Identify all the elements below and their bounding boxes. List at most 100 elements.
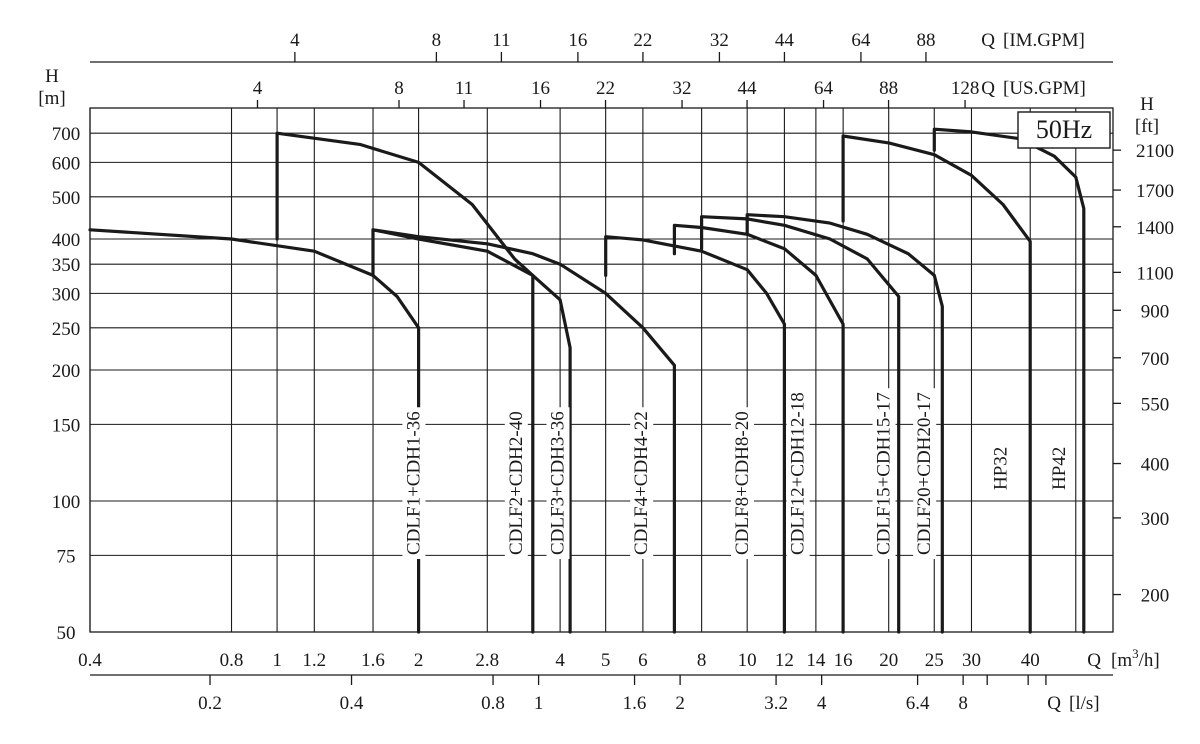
ft-axis-unit: [ft] bbox=[1135, 116, 1159, 137]
lps-tick-label: 1.6 bbox=[623, 693, 647, 714]
badge-box bbox=[1017, 111, 1111, 149]
imgpm-tick-label: 22 bbox=[633, 30, 652, 51]
usgpm-tick-label: 128 bbox=[951, 78, 980, 99]
x-axis-unit: [m3/h] bbox=[1111, 646, 1160, 671]
y-axis-label: H bbox=[45, 66, 59, 87]
usgpm-tick-label: 32 bbox=[673, 78, 692, 99]
x-tick-label: 1.2 bbox=[302, 650, 326, 671]
lps-tick-label: 2 bbox=[675, 693, 685, 714]
series-label: CDLF12+CDH12-18 bbox=[788, 392, 809, 555]
series-label: CDLF3+CDH3-36 bbox=[548, 411, 569, 555]
x-tick-label: 1.6 bbox=[361, 650, 385, 671]
imgpm-tick-label: 11 bbox=[492, 30, 510, 51]
usgpm-tick-label: 44 bbox=[738, 78, 758, 99]
x-tick-label: 16 bbox=[834, 650, 853, 671]
ft-tick-label: 900 bbox=[1141, 301, 1170, 322]
imgpm-tick-label: 16 bbox=[568, 30, 587, 51]
series-label: CDLF20+CDH20-17 bbox=[914, 392, 935, 555]
series-label-bg bbox=[872, 388, 896, 559]
usgpm-tick-label: 4 bbox=[253, 78, 263, 99]
y-tick-label: 150 bbox=[52, 415, 81, 436]
imgpm-tick-label: 4 bbox=[290, 30, 300, 51]
badge-layer: 50Hz bbox=[1017, 111, 1111, 149]
usgpm-axis-label: Q bbox=[981, 78, 995, 99]
x-axis-label: Q bbox=[1087, 650, 1101, 671]
series-label: HP42 bbox=[1049, 447, 1070, 490]
y-tick-label: 400 bbox=[52, 230, 81, 251]
series-label-bg bbox=[1047, 442, 1071, 494]
lps-tick-label: 4 bbox=[817, 693, 827, 714]
ft-tick-label: 1400 bbox=[1136, 218, 1174, 239]
x-tick-label: 14 bbox=[806, 650, 826, 671]
x-tick-label: 20 bbox=[879, 650, 898, 671]
x-tick-label: 30 bbox=[962, 650, 981, 671]
lps-axis-unit: [l/s] bbox=[1069, 693, 1100, 714]
series-label-bg bbox=[504, 407, 528, 559]
x-tick-label: 0.8 bbox=[220, 650, 244, 671]
imgpm-tick-label: 88 bbox=[916, 30, 935, 51]
series-label-bg bbox=[731, 407, 754, 559]
ft-tick-label: 200 bbox=[1141, 586, 1170, 607]
ft-tick-label: 1700 bbox=[1136, 181, 1174, 202]
usgpm-tick-label: 8 bbox=[394, 78, 404, 99]
lps-axis-label: Q bbox=[1047, 693, 1061, 714]
usgpm-tick-label: 88 bbox=[879, 78, 898, 99]
y-tick-label: 700 bbox=[52, 124, 81, 145]
lps-tick-label: 1 bbox=[534, 693, 544, 714]
y-axis-unit: [m] bbox=[38, 88, 65, 109]
badge-text: 50Hz bbox=[1036, 115, 1092, 144]
ft-tick-label: 2100 bbox=[1136, 141, 1174, 162]
usgpm-axis-unit: [US.GPM] bbox=[1003, 78, 1086, 99]
ft-tick-label: 700 bbox=[1141, 349, 1170, 370]
series-label-bg bbox=[989, 442, 1013, 494]
x-tick-label: 2 bbox=[414, 650, 424, 671]
imgpm-axis-label: Q bbox=[981, 30, 995, 51]
performance-curve bbox=[700, 215, 901, 634]
x-tick-label: 6 bbox=[638, 650, 648, 671]
usgpm-tick-label: 11 bbox=[455, 78, 473, 99]
x-tick-label: 4 bbox=[555, 650, 565, 671]
ft-tick-label: 550 bbox=[1141, 394, 1170, 415]
usgpm-tick-label: 64 bbox=[814, 78, 834, 99]
labels-layer: CDLF1+CDH1-36 CDLF2+CDH2-40 CDLF3+CDH3-36 C… bbox=[402, 388, 1071, 559]
series-label: CDLF1+CDH1-36 bbox=[403, 411, 424, 555]
curves-layer bbox=[88, 127, 1086, 634]
y-tick-label: 250 bbox=[52, 319, 81, 340]
y-tick-label: 100 bbox=[52, 492, 81, 513]
performance-curve bbox=[88, 228, 421, 634]
y-tick-label: 300 bbox=[52, 284, 81, 305]
performance-curve bbox=[371, 228, 676, 634]
lps-tick-label: 6.4 bbox=[906, 693, 930, 714]
imgpm-axis-unit: [IM.GPM] bbox=[1003, 30, 1085, 51]
performance-curve bbox=[932, 127, 1086, 634]
usgpm-tick-label: 16 bbox=[531, 78, 550, 99]
y-tick-label: 500 bbox=[52, 188, 81, 209]
lps-tick-label: 8 bbox=[958, 693, 968, 714]
y-tick-label: 350 bbox=[52, 255, 81, 276]
performance-curve bbox=[745, 213, 944, 634]
lps-tick-label: 0.2 bbox=[198, 693, 222, 714]
performance-curve bbox=[672, 223, 845, 634]
x-tick-label: 0.4 bbox=[78, 650, 102, 671]
ft-tick-label: 1100 bbox=[1136, 263, 1173, 284]
x-tick-label: 25 bbox=[925, 650, 944, 671]
axes-layer: 0.4 0.8 1 1.2 1.6 2 2.8 4 5 6 8 10 12 14 16 20 25 30 40507… bbox=[38, 30, 1174, 714]
series-label-bg bbox=[630, 407, 654, 559]
x-tick-label: 10 bbox=[738, 650, 757, 671]
series-label: CDLF4+CDH4-22 bbox=[631, 411, 652, 555]
imgpm-tick-label: 64 bbox=[851, 30, 871, 51]
series-label-bg bbox=[546, 407, 570, 559]
series-label-bg bbox=[402, 407, 426, 559]
y-tick-label: 600 bbox=[52, 153, 81, 174]
ft-tick-label: 400 bbox=[1141, 455, 1170, 476]
imgpm-tick-label: 44 bbox=[775, 30, 795, 51]
ft-axis-label: H bbox=[1140, 94, 1154, 115]
lps-tick-label: 0.8 bbox=[481, 693, 505, 714]
imgpm-tick-label: 32 bbox=[710, 30, 729, 51]
performance-curve bbox=[604, 235, 786, 634]
ft-tick-label: 300 bbox=[1141, 509, 1170, 530]
series-label: HP32 bbox=[991, 447, 1012, 490]
y-tick-label: 50 bbox=[57, 623, 76, 644]
